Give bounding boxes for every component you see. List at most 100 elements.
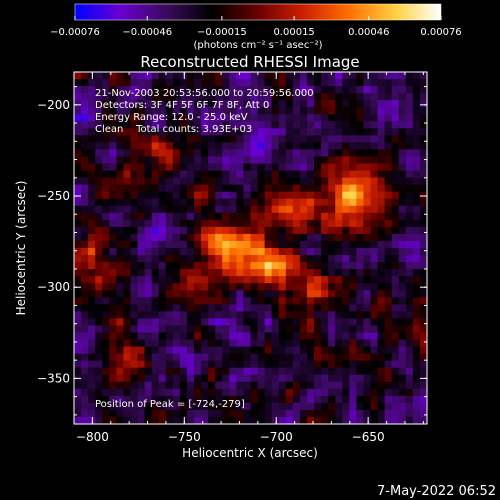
heatmap-cell — [306, 219, 315, 228]
heatmap-cell — [335, 353, 343, 362]
heatmap-cell — [201, 353, 209, 362]
heatmap-cell — [278, 191, 287, 200]
heatmap-cell — [109, 325, 117, 333]
heatmap-cell — [74, 93, 82, 101]
heatmap-cell — [299, 395, 308, 404]
heatmap-cell — [144, 269, 153, 277]
heatmap-cell — [391, 156, 400, 164]
heatmap-cell — [88, 311, 96, 319]
heatmap-cell — [419, 191, 427, 200]
heatmap-cell — [102, 332, 110, 340]
heatmap-cell — [412, 325, 421, 333]
heatmap-cell — [398, 276, 407, 284]
heatmap-cell — [81, 353, 89, 362]
heatmap-cell — [102, 276, 110, 284]
heatmap-cell — [250, 283, 258, 291]
heatmap-cell — [391, 219, 400, 228]
heatmap-cell — [271, 226, 280, 235]
heatmap-cell — [179, 142, 188, 150]
heatmap-cell — [165, 170, 174, 178]
heatmap-cell — [299, 86, 308, 94]
heatmap-cell — [314, 346, 322, 354]
heatmap-cell — [186, 79, 195, 87]
heatmap-cell — [208, 395, 216, 404]
heatmap-cell — [130, 156, 138, 164]
heatmap-cell — [179, 170, 188, 178]
heatmap-cell — [349, 276, 357, 284]
heatmap-cell — [299, 79, 308, 87]
heatmap-cell — [314, 388, 322, 397]
heatmap-cell — [123, 79, 131, 87]
heatmap-cell — [321, 156, 329, 164]
heatmap-cell — [208, 177, 216, 186]
heatmap-cell — [398, 332, 407, 340]
heatmap-cell — [271, 205, 280, 214]
heatmap-cell — [377, 388, 386, 397]
heatmap-cell — [102, 212, 110, 221]
heatmap-cell — [222, 240, 230, 249]
heatmap-cell — [95, 135, 103, 143]
heatmap-cell — [229, 409, 237, 418]
heatmap-cell — [257, 93, 266, 101]
heatmap-cell — [109, 79, 117, 87]
heatmap-cell — [165, 177, 174, 186]
heatmap-cell — [356, 402, 364, 411]
heatmap-cell — [292, 142, 301, 150]
heatmap-cell — [299, 212, 308, 221]
heatmap-cell — [285, 184, 294, 193]
heatmap-cell — [151, 416, 160, 424]
heatmap-cell — [201, 163, 209, 171]
heatmap-cell — [278, 72, 287, 80]
heatmap-cell — [419, 255, 427, 263]
heatmap-cell — [165, 198, 174, 207]
heatmap-cell — [278, 346, 287, 354]
heatmap-cell — [412, 311, 421, 319]
heatmap-cell — [292, 86, 301, 94]
heatmap-cell — [186, 240, 195, 249]
heatmap-cell — [419, 304, 427, 312]
heatmap-cell — [243, 163, 251, 171]
heatmap-cell — [109, 374, 117, 383]
heatmap-cell — [81, 297, 89, 305]
heatmap-cell — [250, 191, 258, 200]
heatmap-cell — [109, 255, 117, 263]
heatmap-cell — [299, 156, 308, 164]
heatmap-cell — [215, 269, 223, 277]
heatmap-cell — [165, 233, 174, 242]
heatmap-cell — [229, 290, 237, 298]
heatmap-cell — [102, 128, 110, 136]
x-tick-label: −700 — [260, 430, 293, 444]
heatmap-cell — [299, 332, 308, 340]
heatmap-cell — [384, 163, 393, 171]
heatmap-cell — [321, 93, 329, 101]
heatmap-cell — [236, 79, 244, 87]
heatmap-cell — [179, 255, 188, 263]
heatmap-cell — [264, 290, 273, 298]
heatmap-cell — [229, 346, 237, 354]
heatmap-cell — [130, 283, 138, 291]
heatmap-cell — [81, 374, 89, 383]
heatmap-cell — [201, 184, 209, 193]
heatmap-cell — [306, 233, 315, 242]
heatmap-cell — [278, 248, 287, 256]
heatmap-cell — [137, 290, 145, 298]
heatmap-cell — [370, 262, 378, 270]
heatmap-cell — [363, 156, 371, 164]
heatmap-cell — [278, 233, 287, 242]
info-block: 21-Nov-2003 20:53:56.000 to 20:59:56.000… — [95, 88, 314, 135]
heatmap-cell — [356, 121, 364, 129]
heatmap-cell — [285, 395, 294, 404]
heatmap-cell — [264, 128, 273, 136]
heatmap-cell — [363, 395, 371, 404]
heatmap-cell — [95, 416, 103, 424]
heatmap-cell — [88, 262, 96, 270]
heatmap-cell — [137, 128, 145, 136]
heatmap-cell — [130, 311, 138, 319]
heatmap-cell — [137, 233, 145, 242]
heatmap-cell — [116, 332, 124, 340]
heatmap-cell — [123, 332, 131, 340]
heatmap-cell — [342, 346, 350, 354]
heatmap-cell — [116, 156, 124, 164]
heatmap-cell — [257, 212, 266, 221]
heatmap-cell — [81, 290, 89, 298]
